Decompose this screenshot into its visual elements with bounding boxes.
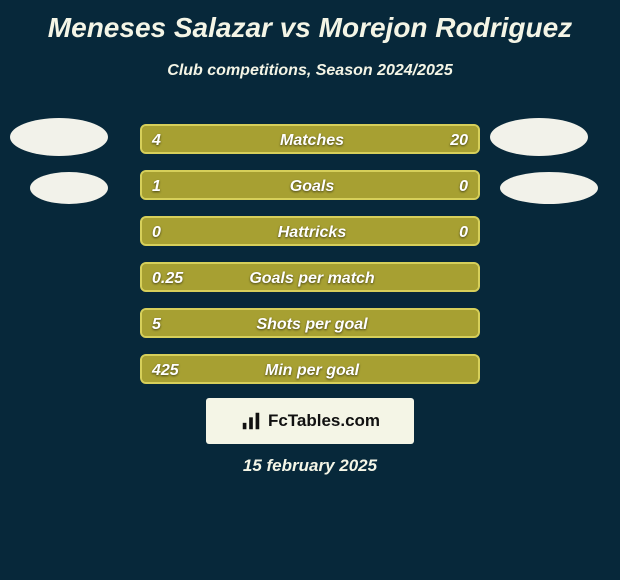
stat-label: Hattricks xyxy=(142,218,480,246)
fctables-logo: FcTables.com xyxy=(206,398,414,444)
stat-bar-left xyxy=(142,356,478,384)
stat-row: 5Shots per goal xyxy=(140,308,480,338)
player-left-club-avatar xyxy=(30,172,108,204)
logo-text: FcTables.com xyxy=(268,411,380,431)
bar-chart-icon xyxy=(240,410,262,432)
stat-value-left: 1 xyxy=(142,172,171,200)
stat-bar-left xyxy=(142,172,404,200)
subtitle: Club competitions, Season 2024/2025 xyxy=(0,62,620,80)
player-left-avatar xyxy=(10,118,108,156)
stat-row: 10Goals xyxy=(140,170,480,200)
stat-value-right: 0 xyxy=(449,172,478,200)
stat-value-left: 4 xyxy=(142,126,171,154)
comparison-infographic: Meneses Salazar vs Morejon Rodriguez Clu… xyxy=(0,0,620,580)
stat-bar-left xyxy=(142,310,478,338)
stat-value-left: 425 xyxy=(142,356,189,384)
player-right-club-avatar xyxy=(500,172,598,204)
player-right-avatar xyxy=(490,118,588,156)
stat-row: 0.25Goals per match xyxy=(140,262,480,292)
stat-bar-right xyxy=(198,126,478,154)
stat-value-right: 0 xyxy=(449,218,478,246)
infographic-date: 15 february 2025 xyxy=(0,456,620,476)
stat-row: 420Matches xyxy=(140,124,480,154)
page-title: Meneses Salazar vs Morejon Rodriguez xyxy=(0,12,620,44)
stat-value-left: 0.25 xyxy=(142,264,193,292)
stat-value-left: 0 xyxy=(142,218,171,246)
stat-row: 425Min per goal xyxy=(140,354,480,384)
stat-value-right: 20 xyxy=(440,126,478,154)
stat-row: 0 0Hattricks xyxy=(140,216,480,246)
stat-value-left: 5 xyxy=(142,310,171,338)
